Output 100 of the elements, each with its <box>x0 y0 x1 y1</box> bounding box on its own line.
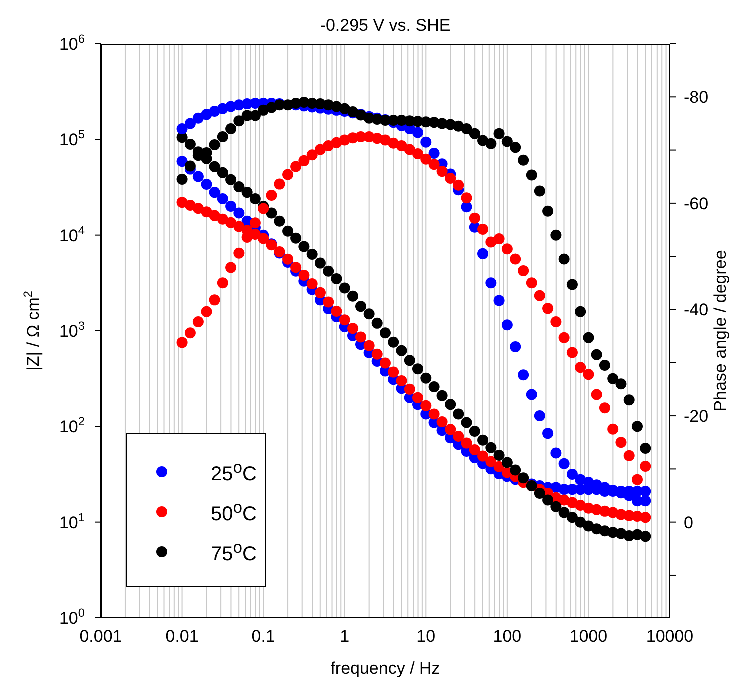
point <box>266 208 278 219</box>
point <box>226 217 237 228</box>
point <box>234 221 245 232</box>
point <box>445 399 456 410</box>
point <box>314 287 326 298</box>
point <box>461 417 472 428</box>
point <box>453 430 464 442</box>
point <box>640 531 652 542</box>
point <box>640 512 652 524</box>
point <box>331 306 342 317</box>
point <box>339 282 350 294</box>
y-tick-label: 10$^{1}$ <box>59 510 86 532</box>
point <box>282 226 294 237</box>
point <box>469 426 480 438</box>
point <box>226 201 237 212</box>
point <box>234 182 245 193</box>
point <box>298 241 310 252</box>
point <box>364 308 375 320</box>
legend-label: 25$^{o}$C <box>211 458 257 486</box>
point <box>558 507 570 518</box>
point <box>380 328 391 339</box>
y2-tick-label: -80 <box>684 88 709 108</box>
point <box>306 249 318 260</box>
point <box>486 456 497 468</box>
point <box>290 232 302 244</box>
point <box>380 358 391 369</box>
point <box>323 296 334 308</box>
point <box>396 345 408 356</box>
point <box>388 366 400 378</box>
point <box>436 390 448 402</box>
point <box>258 233 270 244</box>
x-axis-title: frequency / Hz <box>330 659 440 678</box>
point <box>542 494 554 506</box>
point <box>201 178 212 190</box>
point <box>250 193 261 204</box>
legend-label: 50$^{o}$C <box>211 498 257 526</box>
point <box>217 193 228 204</box>
point <box>436 416 448 428</box>
y2-tick-label: -40 <box>684 300 709 320</box>
y-tick-label: 10$^{2}$ <box>59 414 86 437</box>
point <box>290 262 302 274</box>
point <box>428 381 440 392</box>
point <box>510 464 522 476</box>
x-tick-label: 10000 <box>646 627 694 646</box>
point <box>396 376 408 387</box>
x-tick-label: 0.001 <box>80 627 122 646</box>
point <box>209 187 220 198</box>
point <box>356 332 367 343</box>
point <box>420 400 432 412</box>
point <box>282 254 294 265</box>
point <box>502 457 513 468</box>
y-tick-label: 10$^{4}$ <box>59 223 86 246</box>
chart-title: -0.295 V vs. SHE <box>319 16 452 36</box>
point <box>461 438 472 449</box>
point <box>274 216 286 227</box>
point <box>226 174 237 186</box>
point <box>372 318 383 329</box>
point <box>453 408 464 420</box>
point <box>242 187 253 198</box>
point <box>404 384 416 395</box>
x-tick-label: 0.1 <box>252 627 276 646</box>
point <box>428 408 440 420</box>
point <box>364 340 375 352</box>
point <box>209 161 220 172</box>
y-tick-label: 10$^{6}$ <box>59 32 86 54</box>
x-tick-label: 1000 <box>570 627 608 646</box>
point <box>518 472 530 484</box>
point <box>184 139 196 150</box>
point <box>314 258 326 269</box>
point <box>566 512 578 524</box>
point <box>445 424 456 436</box>
point <box>420 372 432 384</box>
point <box>534 488 546 500</box>
point <box>469 444 480 456</box>
y-tick-label: 10$^{3}$ <box>59 319 86 341</box>
point <box>640 486 652 498</box>
point <box>192 203 204 214</box>
point <box>348 290 359 302</box>
point <box>550 501 562 512</box>
point <box>176 156 188 168</box>
point <box>412 392 424 404</box>
x-tick-label: 1 <box>340 627 350 646</box>
point <box>412 364 424 375</box>
point <box>323 266 334 277</box>
point <box>494 450 505 461</box>
point <box>234 208 245 219</box>
y-tick-label: 10$^{0}$ <box>59 606 86 628</box>
point <box>478 434 489 446</box>
point <box>388 336 400 348</box>
point <box>217 167 228 178</box>
point <box>356 301 367 312</box>
y2-axis-title: Phase angle / degree <box>711 250 730 412</box>
point <box>331 273 342 284</box>
point <box>306 278 318 290</box>
point <box>486 442 497 454</box>
point <box>404 355 416 366</box>
legend-label: 75$^{o}$C <box>211 538 257 566</box>
y2-tick-label: -60 <box>684 194 709 214</box>
y2-tick-label: 0 <box>684 513 694 532</box>
point <box>478 450 489 462</box>
